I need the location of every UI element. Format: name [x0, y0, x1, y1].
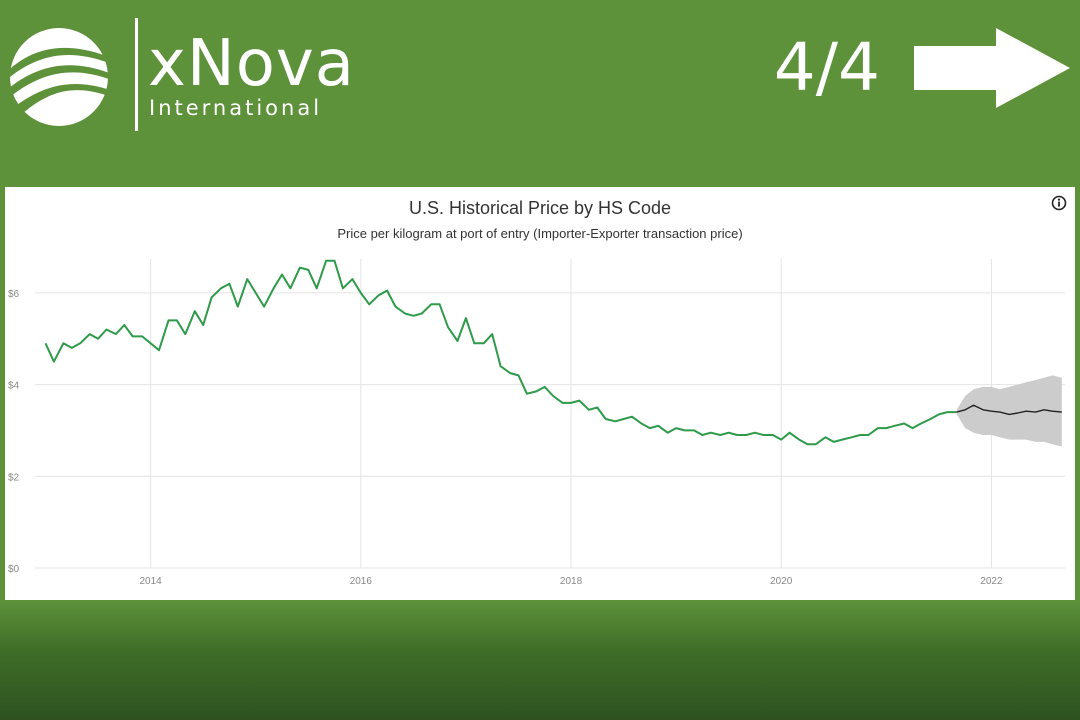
right-arrow-icon[interactable] [912, 26, 1072, 110]
x-tick-label: 2014 [139, 576, 162, 587]
brand-name: xNova [148, 27, 355, 101]
chart-subtitle: Price per kilogram at port of entry (Imp… [337, 226, 743, 241]
x-tick-label: 2018 [560, 576, 583, 587]
xnova-logo-icon [10, 28, 109, 126]
chart-title: U.S. Historical Price by HS Code [408, 198, 672, 218]
y-tick-label: $6 [8, 289, 20, 300]
info-icon[interactable] [1051, 195, 1067, 211]
brand-subtitle: International [149, 96, 323, 120]
y-tick-label: $0 [8, 564, 20, 575]
brand: xNova International [8, 18, 408, 133]
x-tick-label: 2016 [350, 576, 373, 587]
page-counter: 4/4 [773, 29, 880, 106]
forecast-band [956, 375, 1062, 447]
y-tick-label: $2 [8, 472, 20, 483]
brand-divider [135, 18, 138, 131]
price-chart: $0 $2 $4 $6 2014 2016 2018 2020 2022 [8, 259, 1065, 587]
chart-card: $0 $2 $4 $6 2014 2016 2018 2020 2022 U.S. Histor… [5, 187, 1075, 600]
x-tick-label: 2020 [770, 576, 793, 587]
price-series-line [44, 259, 957, 446]
x-tick-label: 2022 [980, 576, 1003, 587]
forecast-series-line [956, 404, 1062, 416]
y-tick-label: $4 [8, 381, 20, 392]
